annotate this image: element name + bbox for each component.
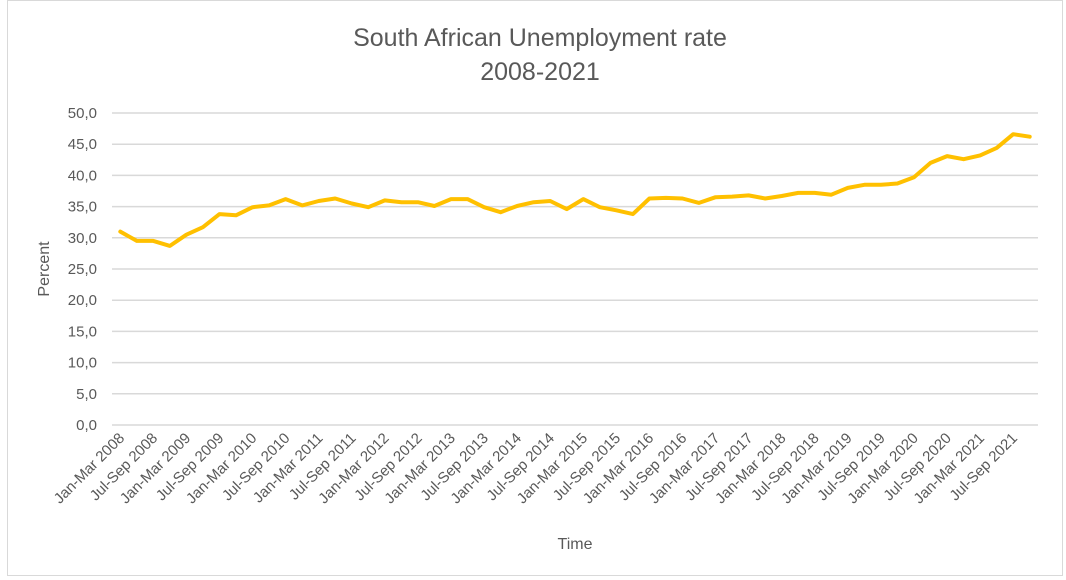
y-tick-label: 10,0 bbox=[68, 355, 97, 372]
line-chart: South African Unemployment rate 2008-202… bbox=[36, 24, 1038, 553]
series-line-unemployment bbox=[118, 132, 1032, 248]
y-tick-label: 30,0 bbox=[68, 230, 97, 247]
y-tick-label: 50,0 bbox=[68, 105, 97, 122]
y-tick-label: 25,0 bbox=[68, 261, 97, 278]
x-axis-label: Time bbox=[558, 536, 593, 553]
y-tick-label: 35,0 bbox=[68, 199, 97, 216]
y-tick-label: 40,0 bbox=[68, 167, 97, 184]
y-tick-label: 20,0 bbox=[68, 292, 97, 309]
y-tick-label: 15,0 bbox=[68, 323, 97, 340]
y-tick-label: 45,0 bbox=[68, 136, 97, 153]
chart-area: South African Unemployment rate 2008-202… bbox=[7, 0, 1063, 576]
y-axis-label: Percent bbox=[36, 241, 53, 297]
y-tick-label: 5,0 bbox=[76, 386, 97, 403]
chart-title-line2: 2008-2021 bbox=[480, 58, 600, 86]
chart-title-line1: South African Unemployment rate bbox=[353, 24, 727, 52]
y-tick-label: 0,0 bbox=[76, 417, 97, 434]
